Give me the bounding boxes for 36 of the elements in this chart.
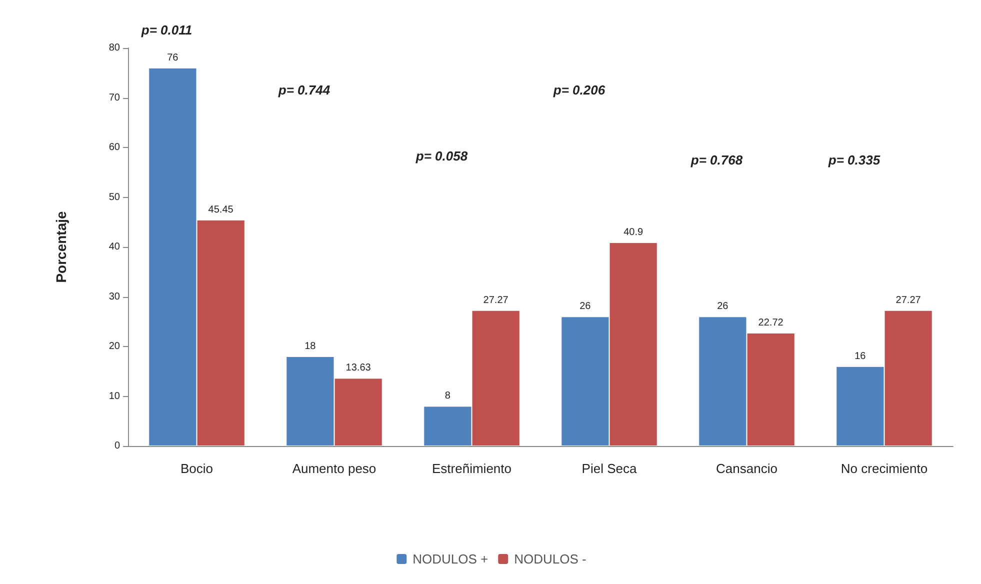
data-label: 76 (167, 52, 179, 64)
x-tick-label: Aumento peso (292, 461, 376, 476)
text: p= 0.011 (140, 22, 192, 38)
data-label: 26 (580, 301, 592, 312)
data-label: 27.27 (483, 294, 509, 306)
data-label: 16 (854, 350, 866, 362)
x-tick-label: No crecimiento (840, 461, 928, 476)
data-label: 8 (444, 390, 451, 402)
y-tick-label: 50 (108, 192, 120, 203)
annotation: p= 0.058 (414, 148, 468, 164)
data-label: 40.9 (624, 227, 644, 238)
legend-label: NODULOS + (412, 552, 488, 566)
y-axis-title: Porcentaje (53, 210, 69, 283)
y-tick-label: 10 (108, 390, 120, 402)
legend-label: NODULOS - (514, 552, 586, 566)
annotation: p= 0.206 (552, 82, 606, 98)
y-tick-label: 30 (108, 291, 120, 302)
data-label: 22.72 (758, 317, 784, 328)
x-tick-label: Estreñimiento (432, 461, 512, 476)
data-label: 13.63 (346, 362, 372, 374)
annotation: p= 0.744 (277, 82, 331, 98)
y-tick-label: 0 (114, 440, 120, 452)
x-tick-label: Bocio (180, 461, 214, 476)
x-tick-label: Piel Seca (582, 461, 638, 476)
data-label: 45.45 (208, 204, 234, 216)
y-tick-label: 80 (108, 42, 120, 54)
annotation: p= 0.768 (690, 152, 744, 168)
data-label: 27.27 (896, 294, 922, 306)
annotation: p= 0.335 (827, 152, 881, 168)
x-tick-label: Cansancio (716, 461, 778, 476)
y-tick-label: 70 (108, 92, 120, 104)
y-tick-label: 20 (108, 341, 120, 352)
y-tick-label: 60 (108, 142, 120, 153)
data-label: 18 (304, 340, 316, 352)
data-label: 26 (717, 301, 729, 312)
y-tick-label: 40 (108, 242, 120, 252)
